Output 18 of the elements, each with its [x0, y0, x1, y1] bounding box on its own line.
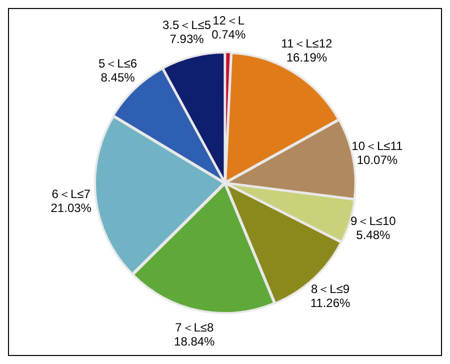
slice-label: 5＜L≤6	[98, 56, 138, 70]
data-label: 21.03%	[50, 200, 92, 215]
data-label: 8.45%	[100, 70, 136, 84]
data-label: 11.26%	[310, 296, 351, 310]
slice-label: 3.5＜L≤5	[162, 18, 212, 32]
slice-label: 6＜L≤7	[52, 186, 91, 201]
slice-label: 10＜L≤11	[352, 138, 404, 153]
slice-label: 11＜L≤12	[281, 36, 333, 51]
slice-label: 7＜L≤8	[175, 320, 214, 334]
data-label: 7.93%	[170, 32, 204, 46]
data-label: 16.19%	[286, 50, 328, 65]
slice-label: 12＜L	[212, 13, 245, 28]
data-label: 10.07%	[356, 152, 398, 167]
data-label: 18.84%	[174, 334, 216, 348]
data-label: 0.74%	[212, 27, 246, 42]
slice-label: 9＜L≤10	[350, 214, 396, 228]
slice-label: 8＜L≤9	[310, 282, 350, 296]
data-label: 5.48%	[356, 228, 391, 242]
